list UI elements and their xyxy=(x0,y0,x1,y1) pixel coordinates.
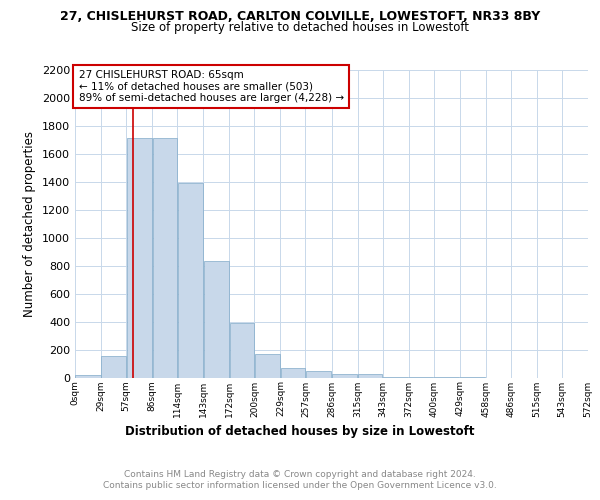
Bar xyxy=(306,371,331,378)
Bar xyxy=(332,374,357,378)
Bar xyxy=(76,376,101,378)
Text: Contains HM Land Registry data © Crown copyright and database right 2024.: Contains HM Land Registry data © Crown c… xyxy=(124,470,476,479)
Text: Contains public sector information licensed under the Open Government Licence v3: Contains public sector information licen… xyxy=(103,481,497,490)
Bar xyxy=(203,261,229,378)
Bar xyxy=(281,368,305,378)
Text: Distribution of detached houses by size in Lowestoft: Distribution of detached houses by size … xyxy=(125,425,475,438)
Bar xyxy=(101,356,125,378)
Bar xyxy=(409,377,433,378)
Bar xyxy=(358,374,382,378)
Bar xyxy=(434,377,460,378)
Bar xyxy=(152,138,177,378)
Bar xyxy=(255,354,280,378)
Bar xyxy=(383,377,408,378)
Text: 27 CHISLEHURST ROAD: 65sqm
← 11% of detached houses are smaller (503)
89% of sem: 27 CHISLEHURST ROAD: 65sqm ← 11% of deta… xyxy=(79,70,344,103)
Bar xyxy=(460,377,485,378)
Text: 27, CHISLEHURST ROAD, CARLTON COLVILLE, LOWESTOFT, NR33 8BY: 27, CHISLEHURST ROAD, CARLTON COLVILLE, … xyxy=(60,10,540,23)
Text: Size of property relative to detached houses in Lowestoft: Size of property relative to detached ho… xyxy=(131,22,469,35)
Bar xyxy=(230,323,254,378)
Bar xyxy=(178,182,203,378)
Y-axis label: Number of detached properties: Number of detached properties xyxy=(23,130,37,317)
Bar xyxy=(127,138,152,378)
